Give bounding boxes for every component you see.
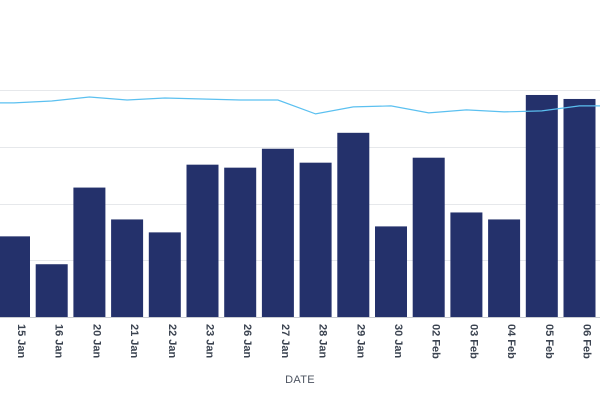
- x-tick-label: 22 Jan: [166, 324, 178, 359]
- x-tick-label: 16 Jan: [53, 324, 65, 359]
- line-series: [0, 96, 600, 115]
- bar-22-jan: [148, 232, 181, 317]
- bar-30-jan: [375, 226, 407, 317]
- bar-16-jan: [35, 264, 68, 317]
- x-tick-label: 06 Feb: [581, 324, 593, 359]
- bar-29-jan: [337, 132, 370, 317]
- x-tick-label: 23 Jan: [204, 324, 216, 359]
- x-tick-label: 05 Feb: [543, 324, 555, 359]
- bar-27-jan: [261, 148, 294, 317]
- x-tick-label: 15 Jan: [15, 324, 27, 359]
- x-tick-label: 04 Feb: [505, 324, 517, 359]
- bar-26-jan: [224, 167, 257, 317]
- bar-20-jan: [73, 187, 106, 317]
- x-tick-label: 27 Jan: [279, 324, 291, 359]
- bar-02-feb: [412, 157, 445, 317]
- bar-28-jan: [299, 162, 332, 317]
- bar-23-jan: [186, 164, 219, 317]
- bar-04-feb: [488, 219, 521, 317]
- x-tick-label: 20 Jan: [90, 324, 102, 359]
- x-tick-label: 21 Jan: [128, 324, 140, 359]
- x-tick-label: 29 Jan: [354, 324, 366, 359]
- x-tick-labels: 15 Jan 16 Jan 20 Jan 21 Jan 22 Jan 23 Jan 26 J…: [15, 324, 593, 359]
- x-axis-title: DATE: [285, 374, 315, 386]
- x-tick-label: 28 Jan: [317, 324, 329, 359]
- bar-05-feb: [525, 94, 558, 317]
- x-tick-label: 03 Feb: [467, 324, 479, 359]
- bar-15-jan: [0, 236, 30, 317]
- bar-06-feb: [563, 98, 596, 317]
- x-tick-label: 30 Jan: [392, 324, 404, 359]
- bar-21-jan: [111, 219, 144, 317]
- x-tick-label: 02 Feb: [430, 324, 442, 359]
- bar-series: [0, 94, 596, 317]
- x-tick-label: 26 Jan: [241, 324, 253, 359]
- bar-03-feb: [450, 212, 483, 317]
